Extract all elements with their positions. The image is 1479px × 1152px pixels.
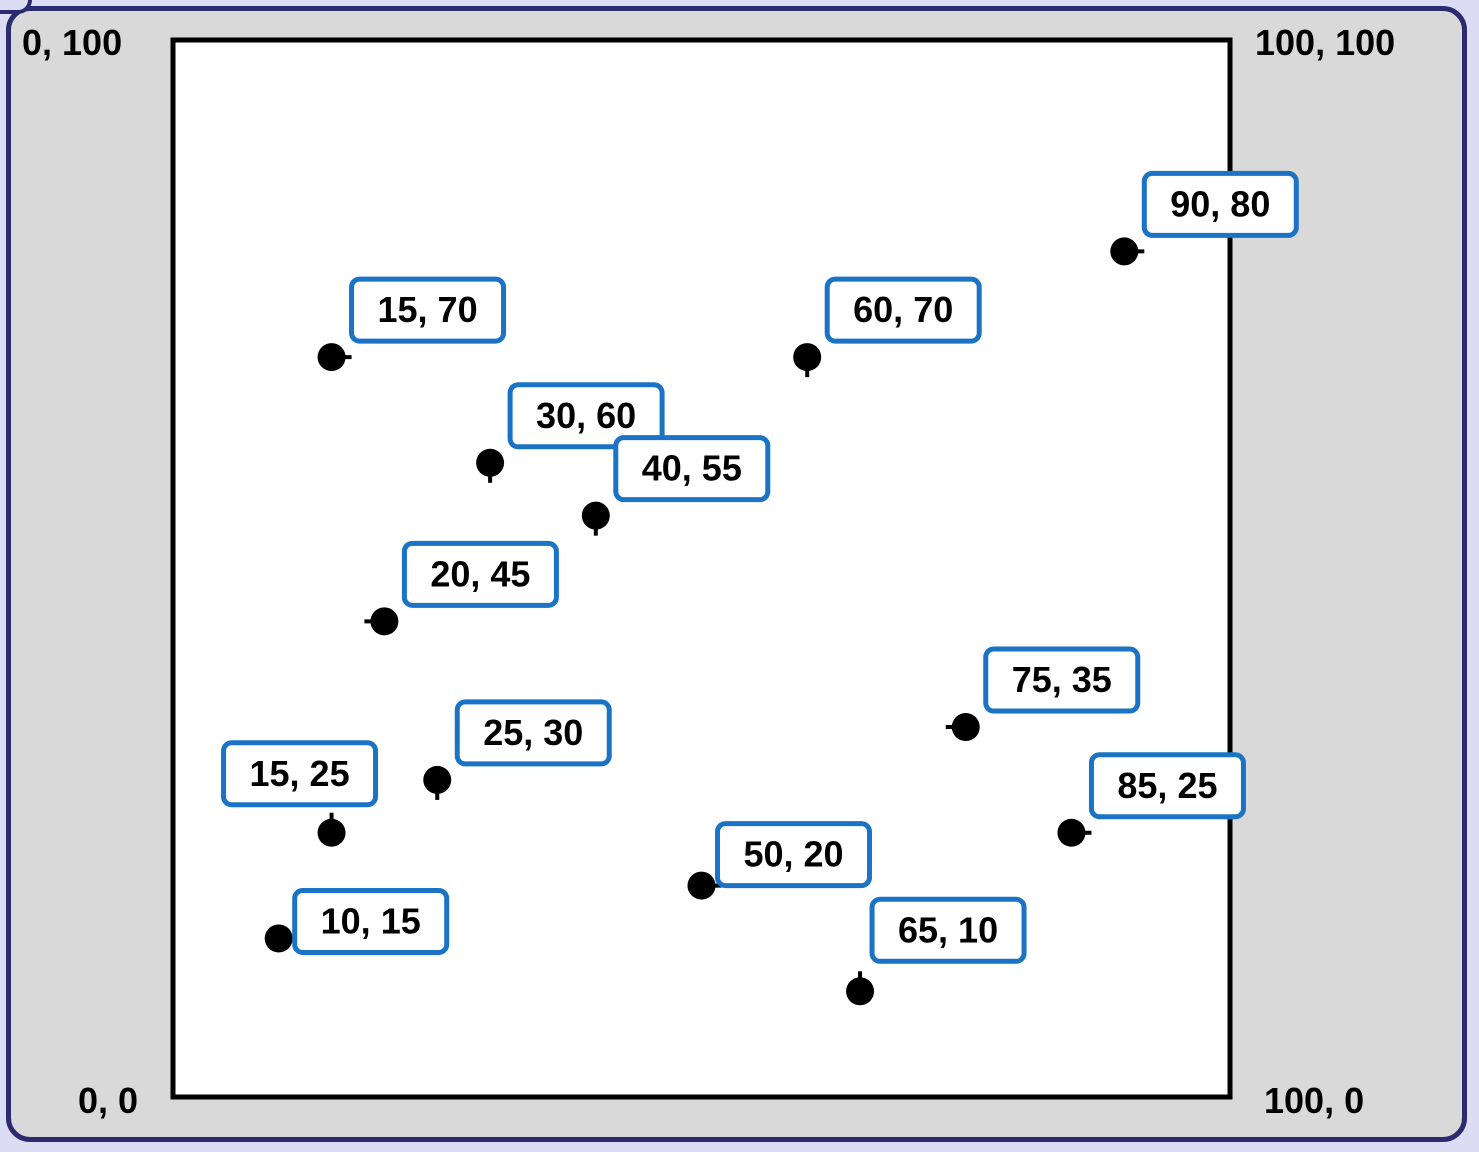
corner-label-bottom-right: 100, 0 bbox=[1264, 1080, 1365, 1121]
scatter-point bbox=[793, 343, 822, 372]
scatter-point bbox=[581, 501, 610, 530]
point-label-box bbox=[1141, 170, 1299, 238]
scatter-point bbox=[370, 607, 399, 636]
scatter-point bbox=[687, 871, 716, 900]
point-label: 10, 15 bbox=[321, 900, 421, 941]
scatter-point-group: 15, 25 bbox=[221, 740, 379, 847]
point-label: 60, 70 bbox=[853, 289, 953, 330]
scatter-point-group: 75, 35 bbox=[945, 646, 1141, 742]
point-label: 40, 55 bbox=[642, 448, 742, 489]
scatter-point-group: 40, 55 bbox=[581, 435, 771, 536]
point-label: 15, 70 bbox=[378, 289, 478, 330]
scatter-point bbox=[317, 818, 346, 847]
point-label-box bbox=[1088, 752, 1246, 820]
scatter-point-group: 60, 70 bbox=[793, 276, 982, 378]
scatter-point bbox=[1057, 818, 1086, 847]
corner-label-bottom-left: 0, 0 bbox=[78, 1080, 139, 1121]
point-label-box bbox=[869, 896, 1027, 964]
scatter-point bbox=[951, 713, 980, 742]
scatter-point-group: 50, 20 bbox=[687, 821, 872, 900]
point-label-box bbox=[507, 382, 665, 450]
point-label: 30, 60 bbox=[536, 395, 636, 436]
point-label: 25, 30 bbox=[483, 712, 583, 753]
point-label-box bbox=[824, 276, 982, 344]
scatter-point-group: 90, 80 bbox=[1110, 170, 1299, 266]
point-label-box bbox=[715, 821, 872, 889]
scatter-point-group: 10, 15 bbox=[264, 887, 450, 955]
scatter-point bbox=[264, 924, 293, 953]
scatter-point bbox=[476, 448, 505, 477]
scatter-point bbox=[317, 343, 346, 372]
point-label-box bbox=[292, 887, 450, 955]
point-label: 15, 25 bbox=[250, 753, 350, 794]
scatter-point bbox=[1110, 237, 1139, 266]
corner-label-top-right: 100, 100 bbox=[1255, 22, 1396, 63]
window-tab bbox=[0, 0, 32, 14]
point-label-box bbox=[221, 740, 379, 808]
point-label-box bbox=[613, 435, 771, 503]
scatter-point bbox=[846, 977, 875, 1006]
point-label-box bbox=[454, 699, 612, 767]
point-label: 50, 20 bbox=[743, 834, 843, 875]
scatter-point-group: 15, 70 bbox=[317, 276, 507, 372]
scatter-point bbox=[423, 765, 452, 794]
point-label: 85, 25 bbox=[1117, 765, 1217, 806]
scatter-point-group: 25, 30 bbox=[423, 699, 612, 800]
point-label: 75, 35 bbox=[1012, 659, 1112, 700]
scatter-point-group: 20, 45 bbox=[364, 540, 559, 636]
point-label-box bbox=[349, 276, 507, 344]
point-label-box bbox=[401, 540, 559, 608]
corner-label-top-left: 0, 100 bbox=[22, 22, 123, 63]
point-label: 90, 80 bbox=[1170, 183, 1270, 224]
scatter-point-group: 30, 60 bbox=[476, 382, 665, 483]
point-label: 20, 45 bbox=[430, 553, 530, 594]
point-label: 65, 10 bbox=[898, 909, 998, 950]
point-label-box bbox=[983, 646, 1141, 714]
scatter-point-group: 65, 10 bbox=[846, 896, 1027, 1006]
scatter-point-group: 85, 25 bbox=[1057, 752, 1246, 847]
